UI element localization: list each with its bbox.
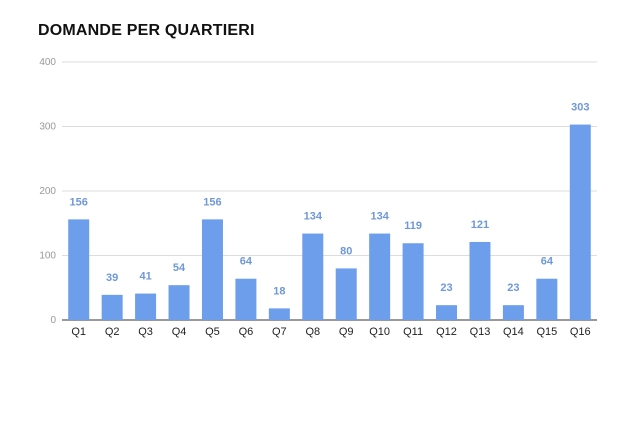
x-tick-label: Q8 (305, 326, 320, 338)
bar (235, 278, 257, 320)
data-label: 18 (273, 285, 285, 297)
x-tick-label: Q14 (503, 326, 524, 338)
x-tick-label: Q5 (205, 326, 220, 338)
data-label: 39 (106, 272, 118, 284)
data-label: 23 (440, 282, 452, 294)
bar (302, 233, 324, 320)
x-tick-label: Q15 (536, 326, 557, 338)
y-tick-label: 400 (39, 57, 56, 68)
bar (268, 308, 290, 320)
data-label: 134 (370, 211, 389, 223)
data-label: 41 (139, 271, 151, 283)
data-label: 54 (173, 262, 186, 274)
x-tick-label: Q4 (172, 326, 187, 338)
data-label: 303 (571, 102, 589, 114)
y-tick-label: 300 (39, 122, 56, 133)
bar (469, 241, 491, 320)
x-tick-label: Q2 (105, 326, 120, 338)
x-tick-label: Q7 (272, 326, 287, 338)
y-tick-label: 100 (39, 251, 56, 262)
x-tick-label: Q11 (403, 326, 423, 338)
x-tick-label: Q6 (239, 326, 254, 338)
bar (68, 219, 90, 320)
bar (168, 285, 190, 320)
x-axis-ticks: Q1 Q2 Q3 Q4 Q5 Q6 Q7 Q8 Q9 Q10 Q11 Q12 Q13 Q14 Q15 Q16 (71, 326, 590, 338)
bar (569, 124, 591, 320)
data-label: 64 (541, 256, 554, 268)
x-tick-label: Q16 (570, 326, 591, 338)
data-label: 64 (240, 256, 253, 268)
x-tick-label: Q3 (138, 326, 153, 338)
x-tick-label: Q12 (436, 326, 457, 338)
data-label: 156 (203, 196, 221, 208)
bar (369, 233, 391, 320)
chart-title: DOMANDE PER QUARTIERI (38, 22, 255, 39)
bar (335, 268, 357, 320)
bar (436, 305, 458, 320)
data-label: 119 (404, 220, 422, 232)
x-tick-label: Q13 (470, 326, 491, 338)
data-labels: 156 39 41 54 156 64 18 134 80 134 119 23 121 23 64 303 (70, 102, 590, 298)
y-tick-label: 200 (39, 186, 56, 197)
x-tick-label: Q1 (71, 326, 86, 338)
bar (135, 293, 157, 320)
bar (101, 294, 123, 320)
bar (536, 278, 558, 320)
bar (402, 243, 424, 320)
y-axis-ticks: 0 100 200 300 400 (39, 57, 56, 326)
data-label: 121 (471, 219, 489, 231)
y-tick-label: 0 (50, 315, 56, 326)
data-label: 80 (340, 245, 352, 257)
data-label: 23 (507, 282, 519, 294)
x-tick-label: Q10 (369, 326, 390, 338)
data-label: 156 (70, 196, 88, 208)
bars (68, 124, 591, 320)
data-label: 134 (304, 211, 323, 223)
bar (201, 219, 223, 320)
bar (502, 305, 524, 320)
x-tick-label: Q9 (339, 326, 354, 338)
